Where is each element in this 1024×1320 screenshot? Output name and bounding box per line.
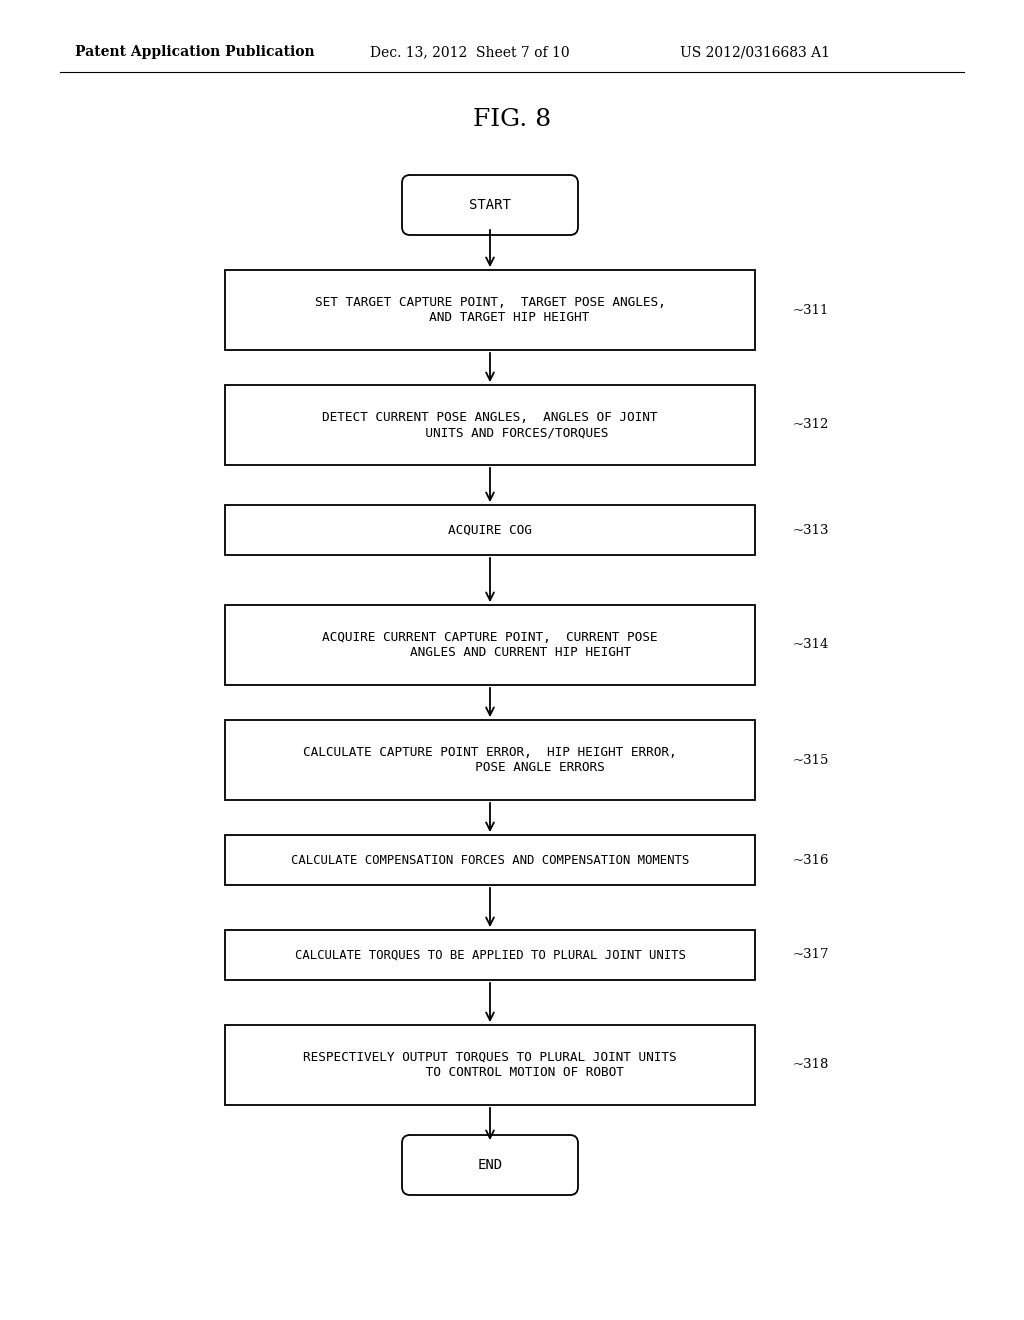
FancyBboxPatch shape [225,271,755,350]
Text: START: START [469,198,511,213]
Text: Dec. 13, 2012  Sheet 7 of 10: Dec. 13, 2012 Sheet 7 of 10 [370,45,569,59]
Text: CALCULATE CAPTURE POINT ERROR,  HIP HEIGHT ERROR,
             POSE ANGLE ERRORS: CALCULATE CAPTURE POINT ERROR, HIP HEIGH… [303,746,677,774]
Text: ~311: ~311 [793,304,829,317]
FancyBboxPatch shape [225,719,755,800]
Text: CALCULATE COMPENSATION FORCES AND COMPENSATION MOMENTS: CALCULATE COMPENSATION FORCES AND COMPEN… [291,854,689,866]
Text: FIG. 8: FIG. 8 [473,108,551,132]
Text: SET TARGET CAPTURE POINT,  TARGET POSE ANGLES,
     AND TARGET HIP HEIGHT: SET TARGET CAPTURE POINT, TARGET POSE AN… [314,296,666,323]
Text: ~314: ~314 [793,639,829,652]
Text: ~312: ~312 [793,418,829,432]
Text: ~317: ~317 [793,949,829,961]
FancyBboxPatch shape [402,176,578,235]
Text: ~315: ~315 [793,754,829,767]
FancyBboxPatch shape [225,1026,755,1105]
Text: US 2012/0316683 A1: US 2012/0316683 A1 [680,45,830,59]
Text: ~313: ~313 [793,524,829,536]
Text: RESPECTIVELY OUTPUT TORQUES TO PLURAL JOINT UNITS
         TO CONTROL MOTION OF : RESPECTIVELY OUTPUT TORQUES TO PLURAL JO… [303,1051,677,1078]
FancyBboxPatch shape [225,931,755,979]
Text: ~318: ~318 [793,1059,829,1072]
Text: CALCULATE TORQUES TO BE APPLIED TO PLURAL JOINT UNITS: CALCULATE TORQUES TO BE APPLIED TO PLURA… [295,949,685,961]
Text: Patent Application Publication: Patent Application Publication [75,45,314,59]
Text: ~316: ~316 [793,854,829,866]
FancyBboxPatch shape [225,506,755,554]
FancyBboxPatch shape [402,1135,578,1195]
FancyBboxPatch shape [225,836,755,884]
FancyBboxPatch shape [225,605,755,685]
Text: ACQUIRE CURRENT CAPTURE POINT,  CURRENT POSE
        ANGLES AND CURRENT HIP HEIG: ACQUIRE CURRENT CAPTURE POINT, CURRENT P… [323,631,657,659]
Text: DETECT CURRENT POSE ANGLES,  ANGLES OF JOINT
       UNITS AND FORCES/TORQUES: DETECT CURRENT POSE ANGLES, ANGLES OF JO… [323,411,657,440]
Text: END: END [477,1158,503,1172]
FancyBboxPatch shape [225,385,755,465]
Text: ACQUIRE COG: ACQUIRE COG [449,524,531,536]
